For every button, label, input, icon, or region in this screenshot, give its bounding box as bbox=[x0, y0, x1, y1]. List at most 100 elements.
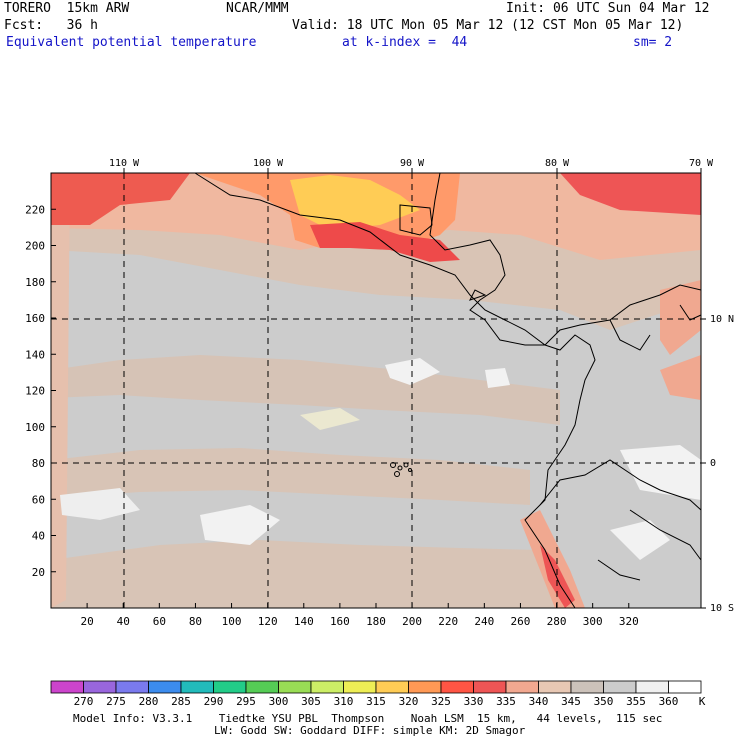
field-hot-6 bbox=[660, 280, 701, 355]
legend-value-label: 340 bbox=[529, 695, 549, 708]
legend-swatch bbox=[473, 680, 507, 694]
legend-swatch bbox=[310, 680, 344, 694]
legend-swatch bbox=[83, 680, 117, 694]
legend-swatch bbox=[213, 680, 247, 694]
legend-swatch bbox=[278, 680, 312, 694]
y-tick-label: 160 bbox=[25, 312, 45, 325]
y-ticks bbox=[51, 208, 56, 573]
model-info-line2: LW: Godd SW: Goddard DIFF: simple KM: 2D… bbox=[214, 724, 526, 737]
legend-value-label: 305 bbox=[301, 695, 321, 708]
legend-value-label: 295 bbox=[236, 695, 256, 708]
field-andes-2 bbox=[540, 545, 575, 608]
x-tick-label: 180 bbox=[366, 615, 386, 628]
lat-label-10s: 10 S bbox=[710, 603, 734, 614]
legend-value-label: 300 bbox=[269, 695, 289, 708]
org-label: NCAR/MMM bbox=[226, 1, 289, 16]
legend-swatch bbox=[343, 680, 377, 694]
y-tick-label: 20 bbox=[32, 566, 45, 579]
legend-value-label: 285 bbox=[171, 695, 191, 708]
field-light-4 bbox=[60, 488, 140, 520]
x-tick-label: 80 bbox=[189, 615, 202, 628]
x-tick-label: 220 bbox=[438, 615, 458, 628]
smoothing-label: sm= 2 bbox=[633, 35, 673, 50]
coastlines bbox=[194, 172, 702, 609]
legend-swatch bbox=[603, 680, 637, 694]
field-light-2 bbox=[485, 368, 510, 388]
legend-swatch bbox=[440, 680, 474, 694]
graticule bbox=[51, 173, 701, 608]
lon-label-110w: 110 W bbox=[109, 158, 140, 169]
legend-value-label: 360 bbox=[659, 695, 679, 708]
y-tick-label: 80 bbox=[32, 457, 45, 470]
legend-swatch bbox=[245, 680, 279, 694]
y-tick-label: 220 bbox=[25, 203, 45, 216]
legend-value-label: 315 bbox=[366, 695, 386, 708]
valid-time: Valid: 18 UTC Mon 05 Mar 12 (12 CST Mon … bbox=[292, 18, 684, 33]
lon-label-70w: 70 W bbox=[689, 158, 714, 169]
galapagos-islands bbox=[390, 462, 412, 477]
lon-label-80w: 80 W bbox=[545, 158, 570, 169]
map-plot: 110 W 100 W 90 W 80 W 70 W 10 N 0 10 S 2… bbox=[25, 158, 734, 628]
y-tick-label: 40 bbox=[32, 530, 45, 543]
legend-value-label: 310 bbox=[334, 695, 354, 708]
field-band-mid bbox=[51, 355, 560, 425]
x-tick-label: 140 bbox=[294, 615, 314, 628]
y-tick-label: 120 bbox=[25, 385, 45, 398]
x-tick-label: 120 bbox=[258, 615, 278, 628]
field-light-3 bbox=[200, 505, 280, 545]
x-ticks bbox=[86, 603, 630, 608]
legend-swatch bbox=[180, 680, 214, 694]
legend-swatch bbox=[115, 680, 149, 694]
legend-value-label: 280 bbox=[139, 695, 159, 708]
field-hot-5 bbox=[560, 173, 701, 215]
legend-swatch bbox=[50, 680, 84, 694]
x-tick-label: 240 bbox=[474, 615, 494, 628]
init-time: Init: 06 UTC Sun 04 Mar 12 bbox=[506, 1, 710, 16]
legend-value-label: 290 bbox=[204, 695, 224, 708]
legend-swatch bbox=[375, 680, 409, 694]
field-band-south bbox=[51, 448, 530, 505]
legend-labels: 270 275 280 285 290 295 300 305 310 315 320 325 330 3… bbox=[74, 695, 679, 708]
forecast-hour: Fcst: 36 h bbox=[4, 18, 98, 33]
field-light-5 bbox=[620, 445, 701, 500]
x-tick-label: 280 bbox=[547, 615, 567, 628]
legend-value-label: 345 bbox=[561, 695, 581, 708]
field-name: Equivalent potential temperature bbox=[6, 35, 257, 50]
x-tick-label: 160 bbox=[330, 615, 350, 628]
y-tick-label: 60 bbox=[32, 493, 45, 506]
legend-value-label: 325 bbox=[431, 695, 451, 708]
model-label: TORERO 15km ARW bbox=[4, 1, 130, 16]
legend-value-label: 335 bbox=[496, 695, 516, 708]
x-tick-label: 100 bbox=[222, 615, 242, 628]
y-tick-label: 140 bbox=[25, 348, 45, 361]
x-tick-label: 200 bbox=[402, 615, 422, 628]
lat-label-0: 0 bbox=[710, 458, 716, 469]
legend-swatch bbox=[538, 680, 572, 694]
legend-value-label: 270 bbox=[74, 695, 94, 708]
legend-swatch bbox=[570, 680, 604, 694]
field-band-south2 bbox=[51, 540, 560, 608]
legend-swatch bbox=[668, 680, 702, 694]
field-light-7 bbox=[300, 408, 360, 430]
legend-value-label: 320 bbox=[399, 695, 419, 708]
lat-label-10n: 10 N bbox=[710, 314, 734, 325]
x-tick-label: 20 bbox=[80, 615, 93, 628]
legend-swatch bbox=[505, 680, 539, 694]
level-label: at k-index = 44 bbox=[342, 35, 468, 50]
x-tick-label: 260 bbox=[511, 615, 531, 628]
legend-swatch bbox=[635, 680, 669, 694]
legend-swatch bbox=[148, 680, 182, 694]
y-tick-label: 180 bbox=[25, 276, 45, 289]
x-tick-label: 300 bbox=[583, 615, 603, 628]
legend-swatches bbox=[50, 680, 702, 694]
x-tick-label: 40 bbox=[117, 615, 130, 628]
legend-swatch bbox=[408, 680, 442, 694]
y-tick-label: 200 bbox=[25, 240, 45, 253]
y-tick-label: 100 bbox=[25, 421, 45, 434]
legend-value-label: 275 bbox=[106, 695, 126, 708]
x-tick-label: 320 bbox=[619, 615, 639, 628]
field-hot-4 bbox=[310, 222, 460, 262]
field-hot-7 bbox=[660, 355, 701, 400]
field-light-6 bbox=[610, 520, 670, 560]
legend-value-label: 355 bbox=[626, 695, 646, 708]
